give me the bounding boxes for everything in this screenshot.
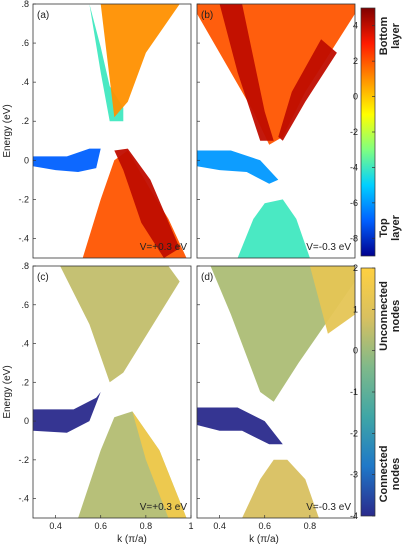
- colorbar-tick-label: 0: [353, 92, 358, 102]
- panel-annotation: V=+0.3 eV: [140, 242, 188, 253]
- colorbar-top-label: layer: [390, 22, 402, 48]
- colorbar-tick-label: -6: [350, 198, 358, 208]
- y-tick-label: .6: [21, 300, 29, 310]
- y-tick-label: .6: [21, 38, 29, 48]
- y-tick-label: -.2: [18, 194, 29, 204]
- band-upper-cone: [210, 266, 355, 402]
- y-tick-label: -.4: [18, 494, 29, 504]
- x-tick-label: 0.8: [304, 521, 317, 531]
- colorbar-bottom-label: nodes: [390, 458, 402, 490]
- panel-a-frame: [32, 3, 192, 259]
- colorbar-bottom-label: layer: [390, 214, 402, 240]
- colorbar-bottom-label: Top: [378, 218, 390, 238]
- x-tick-label: 0.4: [213, 521, 226, 531]
- colorbar-tick-label: -3: [350, 470, 358, 480]
- band-surface-flat: [197, 407, 283, 445]
- x-tick-label: 0.8: [140, 521, 153, 531]
- colorbar-tick-label: 0: [353, 346, 358, 356]
- x-tick-label: 0.6: [94, 521, 107, 531]
- colorbar-top-label: nodes: [390, 300, 402, 332]
- colorbar-top-label: Bottom: [378, 17, 390, 56]
- colorbar-tick-label: -2: [350, 428, 358, 438]
- colorbar-tick-label: -1: [350, 387, 358, 397]
- colorbar-tick-label: 1: [353, 304, 358, 314]
- y-tick-label: .2: [21, 377, 29, 387]
- colorbar-top-label: Unconnected: [378, 281, 390, 351]
- y-axis-label: Energy (eV): [2, 104, 13, 157]
- band-surface-flat: [33, 392, 101, 433]
- band-surface-flat: [33, 148, 101, 172]
- panel-annotation: V=+0.3 eV: [140, 502, 188, 513]
- y-tick-label: .4: [21, 339, 29, 349]
- colorbar-tick-label: -8: [350, 233, 358, 243]
- band-right-band: [278, 39, 337, 141]
- x-tick-label: 0.6: [258, 521, 271, 531]
- colorbar-tick-label: 4: [353, 21, 358, 31]
- colorbar-tick-label: -4: [350, 162, 358, 172]
- colorbar-tick-label: -4: [350, 511, 358, 521]
- panel-d-frame: [196, 265, 356, 519]
- band-lower-cone: [242, 459, 319, 518]
- panel-b-frame: [196, 3, 356, 259]
- colorbar-tick-label: -2: [350, 127, 358, 137]
- panel-annotation: V=-0.3 eV: [306, 502, 351, 513]
- y-tick-label: 0: [24, 155, 29, 165]
- y-tick-label: .4: [21, 77, 29, 87]
- x-axis-label: k (π/a): [117, 534, 147, 545]
- panel-label: (d): [201, 272, 213, 283]
- band-surface-flat: [197, 150, 279, 184]
- y-tick-label: .2: [21, 116, 29, 126]
- colorbar-tick-label: 2: [353, 56, 358, 66]
- band-upper-right-band: [309, 266, 355, 334]
- x-tick-label: 0.4: [49, 521, 62, 531]
- colorbar-tick-label: 2: [353, 263, 358, 273]
- y-tick-label: 0: [24, 416, 29, 426]
- panel-annotation: V=-0.3 eV: [306, 242, 351, 253]
- colorbar-bottom-label: Connected: [378, 446, 390, 503]
- band-lower-cone: [237, 199, 310, 258]
- x-tick-label: 1: [188, 521, 193, 531]
- y-tick-label: -.2: [18, 455, 29, 465]
- x-axis-label: k (π/a): [249, 534, 279, 545]
- band-lower-right-band: [114, 148, 180, 258]
- y-axis-label: Energy (eV): [2, 365, 13, 418]
- panel-label: (a): [37, 10, 49, 21]
- panel-c-frame: [32, 265, 192, 519]
- band-lower-right: [132, 411, 187, 518]
- band-upper-right-wedge: [100, 4, 180, 118]
- panel-label: (c): [37, 272, 49, 283]
- band-upper-wedge: [51, 266, 180, 383]
- y-tick-label: -.4: [18, 233, 29, 243]
- y-tick-label: .8: [21, 261, 29, 271]
- band-left-band: [215, 4, 274, 141]
- panel-label: (b): [201, 10, 213, 21]
- y-tick-label: .8: [21, 0, 29, 9]
